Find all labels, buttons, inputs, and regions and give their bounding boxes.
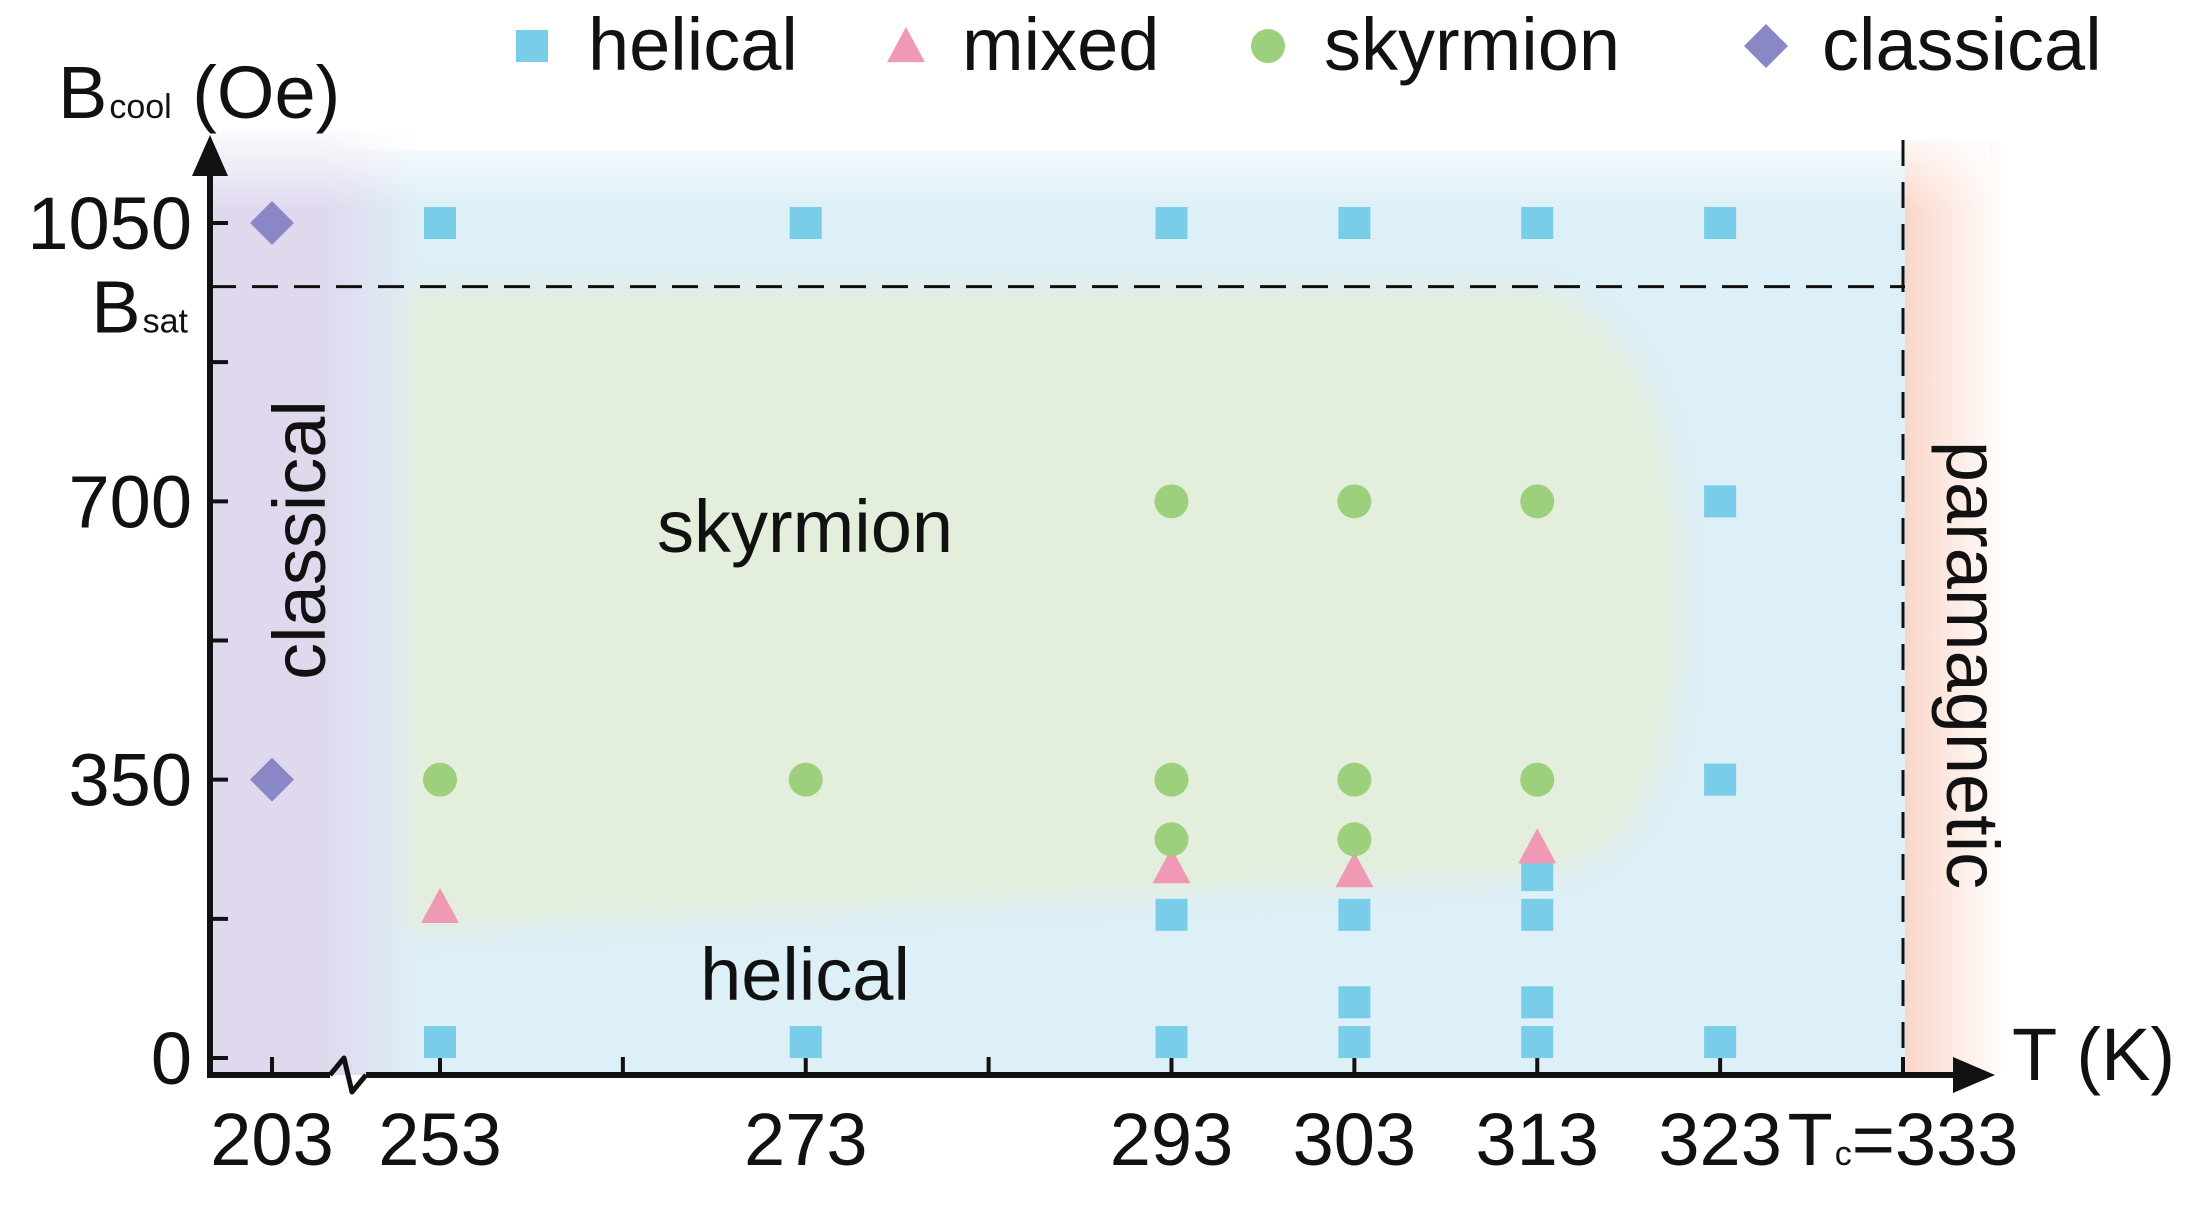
legend-marker-skyrmion: [1251, 29, 1285, 63]
bsat-label-main: B: [91, 266, 140, 349]
skyrmion-point: [1154, 484, 1189, 519]
helical-point: [1155, 207, 1188, 239]
y-axis-arrow: [192, 135, 228, 176]
legend-label-helical: helical: [588, 3, 798, 86]
legend: helical mixed skyrmion classical: [516, 3, 2102, 86]
y-tick-label-700: 700: [69, 460, 192, 543]
paramagnetic-region-label: paramagnetic: [1931, 441, 2014, 889]
y-tick-label-0: 0: [151, 1017, 192, 1100]
legend-item-mixed: mixed: [887, 3, 1159, 86]
legend-label-skyrmion: skyrmion: [1324, 3, 1620, 86]
y-tick-marks: [210, 221, 228, 1060]
helical-region-label: helical: [700, 933, 910, 1016]
legend-marker-helical: [516, 30, 548, 62]
legend-item-classical: classical: [1744, 3, 2102, 86]
x-tick-marks: [270, 1057, 1905, 1075]
skyrmion-point: [1337, 822, 1372, 857]
skyrmion-point: [1154, 762, 1189, 797]
data-markers: [250, 201, 1737, 1059]
helical-point: [789, 1026, 822, 1059]
legend-label-mixed: mixed: [962, 3, 1159, 86]
legend-marker-classical: [1744, 24, 1788, 68]
legend-item-skyrmion: skyrmion: [1251, 3, 1620, 86]
x-tick-label-253: 253: [378, 1098, 501, 1181]
axes: [192, 135, 1995, 1095]
helical-point: [424, 1026, 456, 1059]
x-tick-label-203: 203: [210, 1098, 333, 1181]
mixed-point: [421, 887, 459, 924]
skyrmion-region-label: skyrmion: [657, 485, 953, 568]
skyrmion-point: [1337, 484, 1372, 519]
x-tick-label-323: 323: [1658, 1098, 1781, 1181]
y-tick-label-350: 350: [69, 739, 192, 822]
phase-regions: [210, 120, 2005, 1075]
helical-point: [1521, 859, 1554, 892]
y-axis-title-unit: (Oe): [172, 51, 341, 134]
x-tick-labels: 203 253 273 293 303 313 323 Tc=333: [210, 1098, 2018, 1181]
helical-point: [1155, 1026, 1188, 1059]
x-axis-title: T (K): [2012, 1013, 2175, 1096]
skyrmion-point: [423, 762, 457, 797]
helical-point: [789, 207, 822, 239]
helical-point: [1704, 1026, 1737, 1059]
top-fade: [210, 120, 1990, 210]
legend-marker-mixed: [887, 27, 925, 63]
x-tick-label-sub: c: [1835, 1135, 1852, 1173]
x-tick-label-313: 313: [1476, 1098, 1599, 1181]
helical-point: [1521, 986, 1554, 1019]
legend-item-helical: helical: [516, 3, 798, 86]
skyrmion-region: [400, 290, 1680, 930]
helical-point: [1704, 763, 1737, 796]
x-tick-label-main: T: [1788, 1098, 1833, 1181]
helical-point: [1338, 207, 1371, 239]
bsat-label-sub: sat: [143, 303, 189, 341]
x-axis-break-mark: [328, 1055, 368, 1095]
y-tick-label-1050: 1050: [27, 182, 192, 265]
x-tick-label-rest: =333: [1852, 1098, 2019, 1181]
reference-lines: [210, 140, 1905, 1075]
mixed-point: [1152, 848, 1191, 884]
skyrmion-point: [1520, 762, 1555, 797]
helical-point: [1704, 207, 1737, 239]
helical-point: [1521, 1026, 1554, 1059]
x-tick-label-303: 303: [1293, 1098, 1416, 1181]
x-axis-arrow: [1953, 1057, 1995, 1093]
classical-point: [250, 201, 294, 245]
helical-point: [1338, 986, 1371, 1019]
legend-label-classical: classical: [1822, 3, 2102, 86]
y-axis-title-sub: cool: [109, 88, 171, 126]
skyrmion-point: [1337, 762, 1372, 797]
mixed-point: [1518, 828, 1557, 864]
x-tick-label-273: 273: [744, 1098, 867, 1181]
helical-point: [1338, 898, 1371, 931]
helical-point: [424, 207, 456, 239]
mixed-point: [1335, 852, 1374, 888]
y-axis-title-main: B: [58, 51, 107, 134]
helical-point: [1155, 898, 1188, 931]
paramagnetic-region: [1905, 140, 2005, 1075]
helical-point: [1521, 207, 1554, 239]
helical-point: [1521, 898, 1554, 931]
skyrmion-point: [788, 762, 823, 797]
region-labels: skyrmion helical classical paramagnetic: [258, 400, 2014, 1016]
x-tick-label-293: 293: [1110, 1098, 1233, 1181]
bsat-label: Bsat: [91, 266, 188, 349]
helical-point: [1338, 1026, 1371, 1059]
x-tick-label-333: Tc=333: [1788, 1098, 2019, 1181]
skyrmion-point: [1154, 822, 1189, 857]
helical-point: [1704, 485, 1737, 518]
skyrmion-point: [1520, 484, 1555, 519]
y-axis-title: Bcool (Oe): [58, 51, 340, 134]
classical-region-label: classical: [258, 400, 341, 680]
classical-point: [250, 757, 294, 802]
